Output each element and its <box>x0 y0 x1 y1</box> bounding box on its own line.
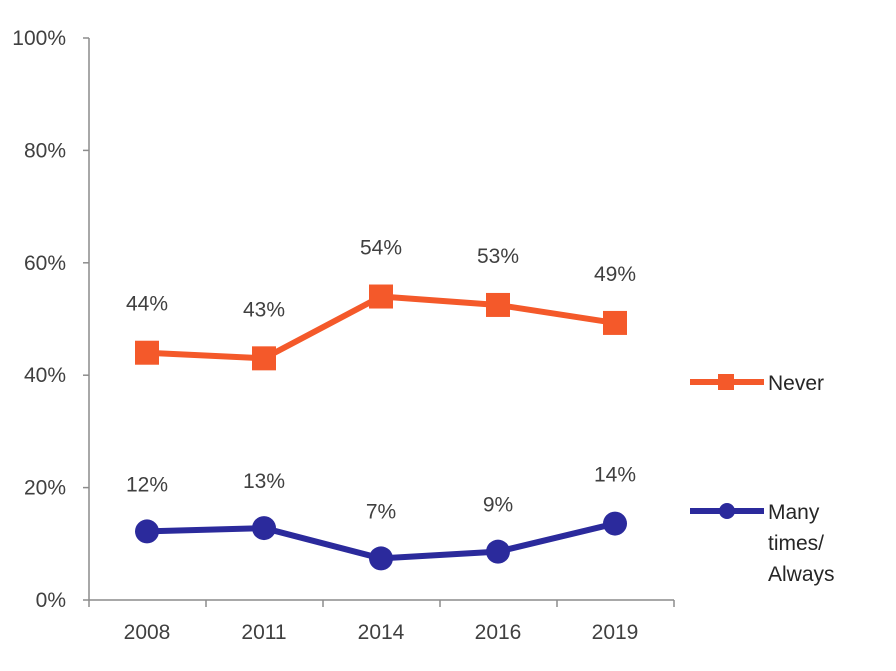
data-label: 53% <box>477 245 519 268</box>
y-tick-label: 60% <box>24 252 66 275</box>
data-point <box>369 546 393 571</box>
x-tick-label: 2016 <box>475 621 522 644</box>
legend-label: times/ <box>768 532 824 555</box>
x-tick-label: 2008 <box>124 621 171 644</box>
legend-label: Many <box>768 501 820 524</box>
data-label: 54% <box>360 237 402 260</box>
data-label: 14% <box>594 464 636 487</box>
data-point <box>486 539 510 564</box>
legend-item-1: Many times/Always <box>690 501 835 586</box>
x-tick-label: 2014 <box>358 621 405 644</box>
y-tick-label: 0% <box>36 589 66 612</box>
series-layer: 44% 43% 54% 53% 49% 12% 13% 7% 9% 14% <box>126 237 636 571</box>
y-tick-label: 20% <box>24 477 66 500</box>
data-point <box>252 346 276 371</box>
data-point <box>135 340 159 365</box>
y-tick-label: 80% <box>24 139 66 162</box>
data-label: 43% <box>243 298 285 321</box>
data-point <box>603 310 627 335</box>
series-1: 12% 13% 7% 9% 14% <box>126 464 636 571</box>
data-label: 13% <box>243 470 285 493</box>
data-label: 9% <box>483 494 513 517</box>
data-label: 7% <box>366 500 396 523</box>
y-tick-label: 40% <box>24 364 66 387</box>
data-label: 49% <box>594 263 636 286</box>
data-point <box>486 292 510 317</box>
legend: Never Many times/Always <box>690 372 835 586</box>
data-point <box>603 511 627 536</box>
y-tick-label: 100% <box>12 27 66 50</box>
data-label: 44% <box>126 293 168 316</box>
data-point <box>135 519 159 544</box>
x-tick-label: 2019 <box>592 621 639 644</box>
data-point <box>369 284 393 309</box>
legend-marker <box>719 503 735 519</box>
chart-axes: 0% 20% 40% 60% 80% 100% 2008 2011 2014 2016 2019 <box>12 27 675 644</box>
legend-label: Never <box>768 372 824 395</box>
legend-label: Always <box>768 563 835 586</box>
data-point <box>252 516 276 541</box>
x-tick-label: 2011 <box>241 621 286 644</box>
legend-item-0: Never <box>690 372 824 395</box>
series-0: 44% 43% 54% 53% 49% <box>126 237 636 371</box>
data-label: 12% <box>126 473 168 496</box>
legend-marker <box>718 374 734 390</box>
